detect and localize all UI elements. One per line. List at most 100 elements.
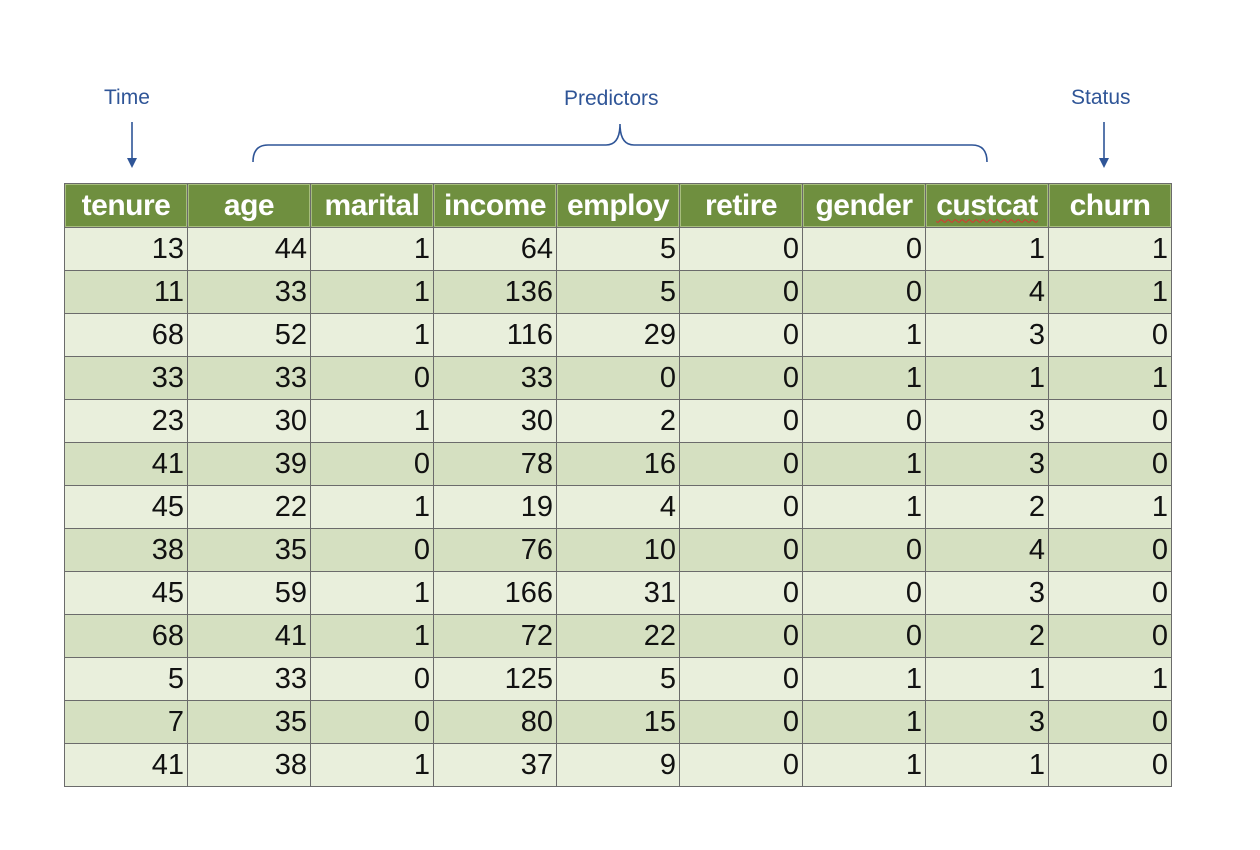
- table-row: 23 30 1 30 2 0 0 3 0: [64, 399, 1172, 443]
- cell-custcat: 1: [925, 657, 1049, 701]
- table-row: 7 35 0 80 15 0 1 3 0: [64, 700, 1172, 744]
- cell-custcat: 1: [925, 227, 1049, 271]
- cell-employ: 22: [556, 614, 680, 658]
- cell-income: 136: [433, 270, 557, 314]
- cell-tenure: 13: [64, 227, 188, 271]
- cell-custcat: 2: [925, 614, 1049, 658]
- cell-retire: 0: [679, 356, 803, 400]
- cell-employ: 5: [556, 657, 680, 701]
- cell-employ: 31: [556, 571, 680, 615]
- cell-tenure: 41: [64, 743, 188, 787]
- cell-churn: 0: [1048, 313, 1172, 357]
- cell-tenure: 68: [64, 614, 188, 658]
- column-header-churn: churn: [1048, 183, 1172, 228]
- cell-tenure: 38: [64, 528, 188, 572]
- cell-marital: 1: [310, 743, 434, 787]
- cell-tenure: 33: [64, 356, 188, 400]
- cell-churn: 0: [1048, 528, 1172, 572]
- column-header-gender: gender: [802, 183, 926, 228]
- cell-income: 80: [433, 700, 557, 744]
- cell-employ: 5: [556, 227, 680, 271]
- cell-churn: 1: [1048, 356, 1172, 400]
- cell-income: 37: [433, 743, 557, 787]
- cell-custcat: 3: [925, 700, 1049, 744]
- cell-gender: 1: [802, 700, 926, 744]
- cell-tenure: 23: [64, 399, 188, 443]
- table-row: 41 38 1 37 9 0 1 1 0: [64, 743, 1172, 787]
- cell-income: 30: [433, 399, 557, 443]
- column-header-retire: retire: [679, 183, 803, 228]
- cell-income: 116: [433, 313, 557, 357]
- cell-gender: 1: [802, 442, 926, 486]
- cell-gender: 0: [802, 227, 926, 271]
- cell-employ: 4: [556, 485, 680, 529]
- column-header-employ: employ: [556, 183, 680, 228]
- cell-gender: 0: [802, 270, 926, 314]
- column-header-label: custcat: [936, 188, 1038, 222]
- cell-custcat: 1: [925, 356, 1049, 400]
- cell-age: 38: [187, 743, 311, 787]
- column-header-age: age: [187, 183, 311, 228]
- cell-gender: 1: [802, 485, 926, 529]
- header-row: tenure age marital income employ retire gender…: [64, 183, 1172, 228]
- cell-custcat: 4: [925, 270, 1049, 314]
- cell-employ: 29: [556, 313, 680, 357]
- cell-gender: 1: [802, 657, 926, 701]
- cell-income: 166: [433, 571, 557, 615]
- cell-retire: 0: [679, 528, 803, 572]
- cell-income: 78: [433, 442, 557, 486]
- cell-gender: 1: [802, 743, 926, 787]
- cell-marital: 0: [310, 657, 434, 701]
- cell-employ: 5: [556, 270, 680, 314]
- cell-churn: 1: [1048, 227, 1172, 271]
- churn-data-table: tenure age marital income employ retire gender…: [64, 183, 1172, 787]
- cell-custcat: 1: [925, 743, 1049, 787]
- table-row: 45 59 1 166 31 0 0 3 0: [64, 571, 1172, 615]
- cell-retire: 0: [679, 227, 803, 271]
- cell-churn: 1: [1048, 657, 1172, 701]
- cell-tenure: 45: [64, 571, 188, 615]
- cell-churn: 0: [1048, 442, 1172, 486]
- cell-custcat: 4: [925, 528, 1049, 572]
- cell-retire: 0: [679, 313, 803, 357]
- cell-retire: 0: [679, 571, 803, 615]
- cell-age: 22: [187, 485, 311, 529]
- cell-employ: 16: [556, 442, 680, 486]
- cell-marital: 1: [310, 399, 434, 443]
- column-header-tenure: tenure: [64, 183, 188, 228]
- cell-age: 44: [187, 227, 311, 271]
- cell-retire: 0: [679, 485, 803, 529]
- cell-gender: 1: [802, 313, 926, 357]
- cell-custcat: 2: [925, 485, 1049, 529]
- cell-tenure: 5: [64, 657, 188, 701]
- cell-custcat: 3: [925, 442, 1049, 486]
- column-header-label: churn: [1069, 188, 1151, 222]
- cell-income: 33: [433, 356, 557, 400]
- cell-churn: 0: [1048, 571, 1172, 615]
- cell-income: 125: [433, 657, 557, 701]
- cell-marital: 1: [310, 614, 434, 658]
- cell-churn: 1: [1048, 485, 1172, 529]
- column-header-custcat: custcat: [925, 183, 1049, 228]
- column-header-label: tenure: [81, 188, 171, 222]
- cell-employ: 9: [556, 743, 680, 787]
- cell-churn: 0: [1048, 614, 1172, 658]
- cell-age: 33: [187, 270, 311, 314]
- cell-age: 35: [187, 528, 311, 572]
- predictors-label: Predictors: [564, 87, 659, 110]
- cell-age: 39: [187, 442, 311, 486]
- cell-tenure: 41: [64, 442, 188, 486]
- cell-tenure: 7: [64, 700, 188, 744]
- table-row: 13 44 1 64 5 0 0 1 1: [64, 227, 1172, 271]
- cell-gender: 0: [802, 528, 926, 572]
- cell-employ: 10: [556, 528, 680, 572]
- time-label: Time: [104, 86, 150, 109]
- cell-churn: 0: [1048, 399, 1172, 443]
- cell-marital: 1: [310, 571, 434, 615]
- cell-marital: 1: [310, 485, 434, 529]
- cell-gender: 1: [802, 356, 926, 400]
- table-row: 68 41 1 72 22 0 0 2 0: [64, 614, 1172, 658]
- table-row: 11 33 1 136 5 0 0 4 1: [64, 270, 1172, 314]
- table-row: 41 39 0 78 16 0 1 3 0: [64, 442, 1172, 486]
